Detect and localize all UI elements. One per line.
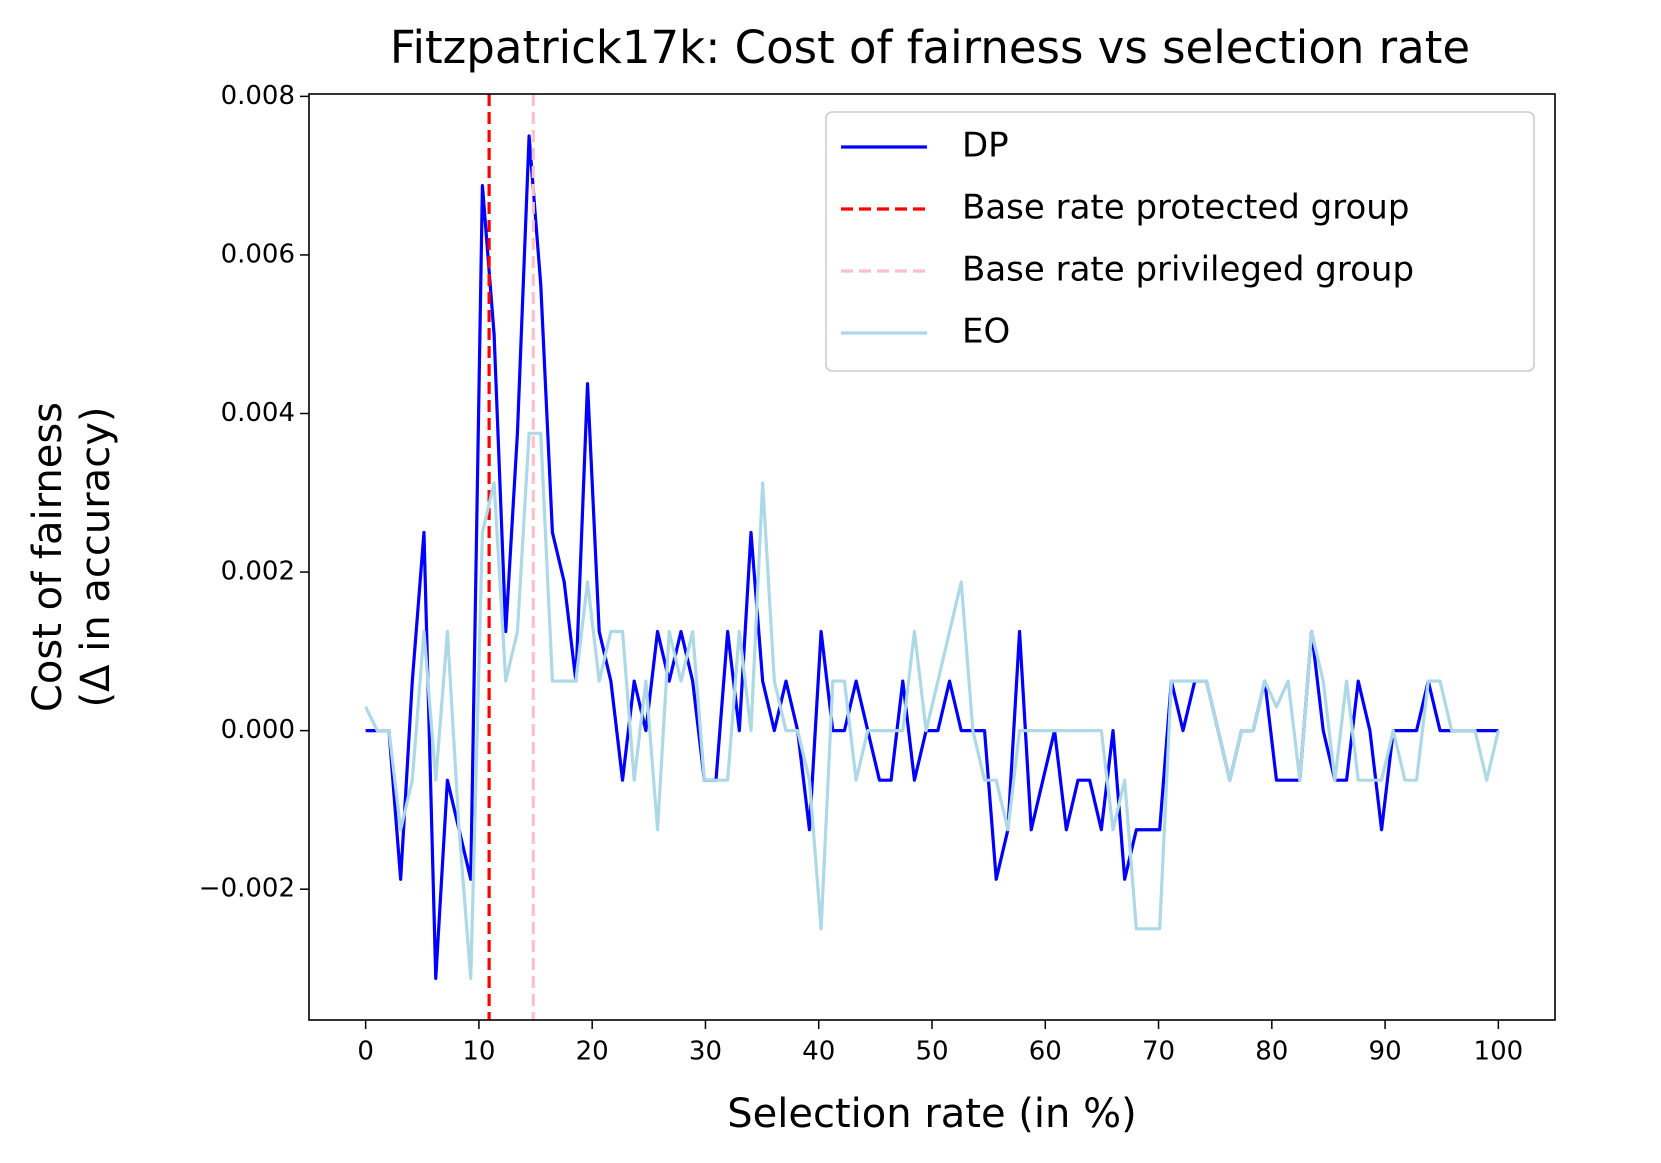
x-tick-label: 50 xyxy=(915,1037,948,1067)
y-axis-label: Cost of fairness (Δ in accuracy) xyxy=(25,402,119,712)
y-tick-label: 0.008 xyxy=(221,81,295,111)
y-axis-label-line: Cost of fairness xyxy=(25,402,71,712)
x-tick-label: 30 xyxy=(689,1037,722,1067)
legend-box xyxy=(825,111,1535,372)
y-tick-label: 0.002 xyxy=(221,557,295,587)
x-tick-label: 60 xyxy=(1029,1037,1062,1067)
x-tick-label: 0 xyxy=(357,1037,374,1067)
x-tick-label: 40 xyxy=(802,1037,835,1067)
y-axis-label-line: (Δ in accuracy) xyxy=(73,407,119,708)
x-tick-label: 90 xyxy=(1369,1037,1402,1067)
x-tick-label: 20 xyxy=(576,1037,609,1067)
plot-frame xyxy=(308,93,1556,1021)
chart-title: Fitzpatrick17k: Cost of fairness vs sele… xyxy=(390,21,1470,74)
y-tick-label: 0.006 xyxy=(221,239,295,269)
y-tick-label: −0.002 xyxy=(199,874,295,904)
x-tick-label: 10 xyxy=(462,1037,495,1067)
y-tick-label: 0.000 xyxy=(221,715,295,745)
legend-label: EO xyxy=(962,312,1010,352)
legend-label: Base rate protected group xyxy=(962,188,1409,228)
x-tick-label: 100 xyxy=(1474,1037,1524,1067)
x-tick-label: 80 xyxy=(1255,1037,1288,1067)
data-line xyxy=(364,431,1500,980)
x-axis-label: Selection rate (in %) xyxy=(727,1091,1136,1137)
y-tick-label: 0.004 xyxy=(221,398,295,428)
x-tick-label: 70 xyxy=(1142,1037,1175,1067)
legend-label: DP xyxy=(962,126,1009,166)
legend-label: Base rate privileged group xyxy=(962,250,1414,290)
